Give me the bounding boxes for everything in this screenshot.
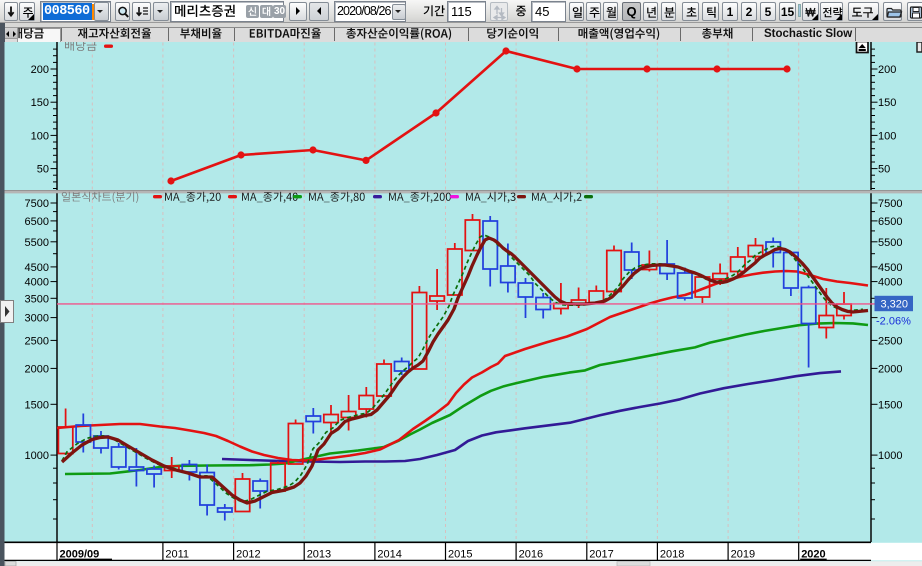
svg-text:3500: 3500 — [25, 293, 49, 305]
svg-text:2012: 2012 — [236, 548, 260, 560]
svg-text:2000: 2000 — [25, 363, 49, 375]
svg-text:2000: 2000 — [878, 363, 902, 375]
svg-text:2019: 2019 — [731, 548, 755, 560]
svg-text:2014: 2014 — [377, 548, 401, 560]
svg-text:200: 200 — [878, 64, 896, 76]
svg-text:2015: 2015 — [448, 548, 472, 560]
svg-text:4000: 4000 — [25, 277, 49, 289]
svg-text:2500: 2500 — [25, 335, 49, 347]
svg-text:2017: 2017 — [589, 548, 613, 560]
svg-text:4500: 4500 — [878, 262, 902, 274]
svg-text:50: 50 — [37, 164, 49, 176]
svg-text:2020: 2020 — [801, 548, 825, 560]
svg-text:-2.06%: -2.06% — [876, 316, 911, 328]
svg-text:3000: 3000 — [25, 313, 49, 325]
svg-text:5500: 5500 — [878, 237, 902, 249]
svg-text:50: 50 — [878, 164, 890, 176]
svg-text:2013: 2013 — [307, 548, 331, 560]
svg-text:1500: 1500 — [25, 399, 49, 411]
svg-text:2018: 2018 — [660, 548, 684, 560]
svg-text:3,320: 3,320 — [880, 299, 908, 311]
svg-text:2016: 2016 — [519, 548, 543, 560]
svg-text:200: 200 — [31, 64, 49, 76]
svg-text:5500: 5500 — [25, 237, 49, 249]
svg-text:7500: 7500 — [25, 198, 49, 210]
svg-text:100: 100 — [878, 130, 896, 142]
svg-text:100: 100 — [31, 130, 49, 142]
svg-text:4000: 4000 — [878, 277, 902, 289]
svg-text:150: 150 — [878, 97, 896, 109]
svg-text:1500: 1500 — [878, 399, 902, 411]
svg-text:6500: 6500 — [25, 216, 49, 228]
svg-text:7500: 7500 — [878, 198, 902, 210]
svg-text:150: 150 — [31, 97, 49, 109]
svg-text:1000: 1000 — [878, 450, 902, 462]
svg-text:1000: 1000 — [25, 450, 49, 462]
svg-text:4500: 4500 — [25, 262, 49, 274]
svg-text:6500: 6500 — [878, 216, 902, 228]
svg-text:2500: 2500 — [878, 335, 902, 347]
svg-text:2011: 2011 — [165, 548, 189, 560]
svg-text:2009/09: 2009/09 — [60, 548, 100, 560]
